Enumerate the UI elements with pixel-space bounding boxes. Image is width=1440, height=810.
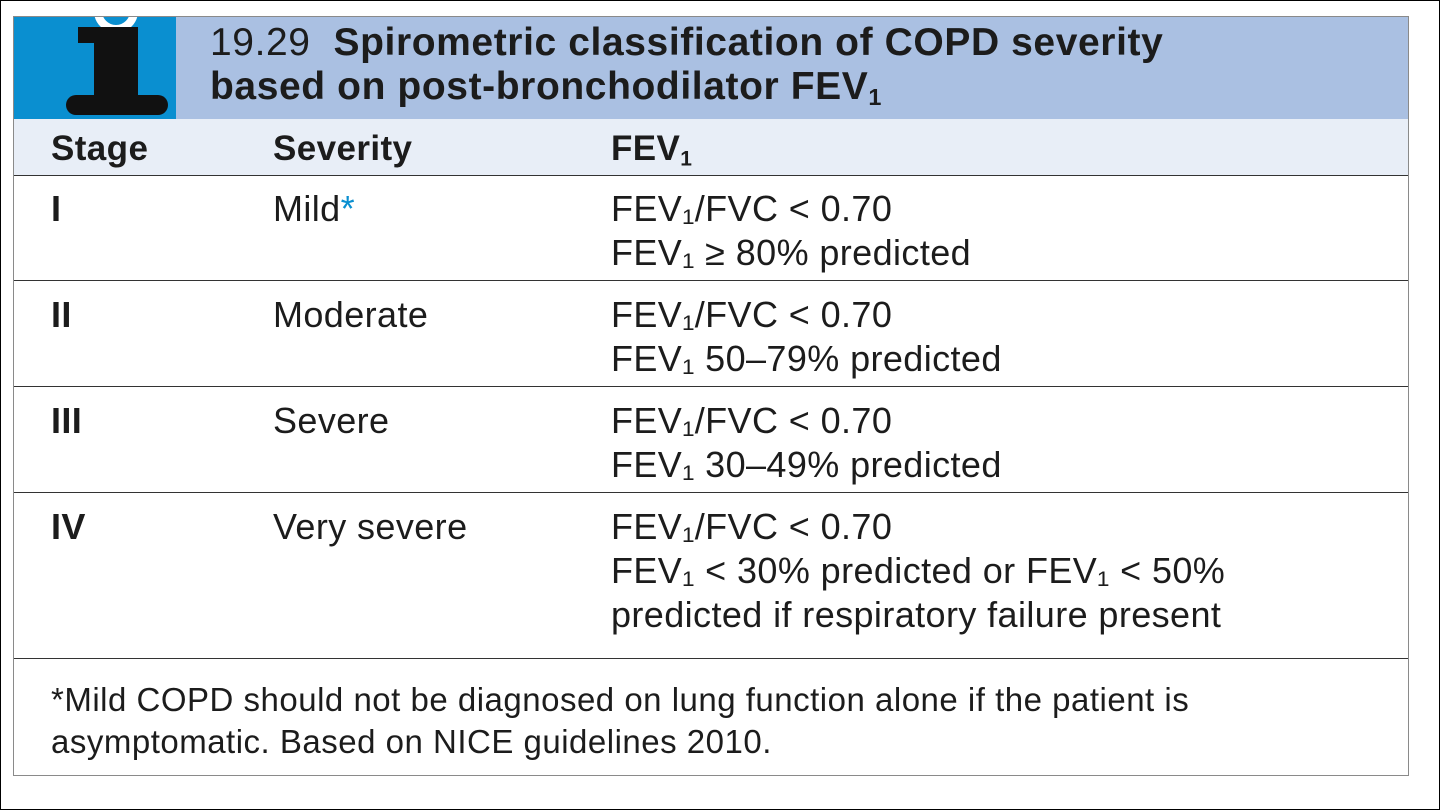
severity-cell: Moderate [273, 294, 429, 335]
footnote: *Mild COPD should not be diagnosed on lu… [51, 681, 1190, 760]
fev-cell: FEV₁/FVC < 0.70 FEV₁ ≥ 80% predicted [611, 188, 972, 273]
stage-cell: III [51, 400, 83, 441]
box-title: 19.29 Spirometric classification of COPD… [210, 21, 1390, 109]
title-line-1: Spirometric classification of COPD sever… [333, 21, 1164, 64]
box-number: 19.29 [210, 21, 311, 64]
title-line-2: based on post-bronchodilator FEV [210, 65, 869, 108]
fev-cell: FEV₁/FVC < 0.70 FEV₁ 50–79% predicted [611, 294, 1002, 379]
fev-cell: FEV₁/FVC < 0.70 FEV₁ < 30% predicted or … [611, 506, 1226, 635]
table-row: II Moderate FEV₁/FVC < 0.70 FEV₁ 50–79% … [14, 281, 1408, 387]
header-severity: Severity [273, 129, 413, 168]
table-row: I Mild* FEV₁/FVC < 0.70 FEV₁ ≥ 80% predi… [14, 175, 1408, 281]
stage-cell: II [51, 294, 72, 335]
asterisk-mark: * [340, 188, 356, 229]
header-fev: FEV1 [611, 129, 693, 171]
table-row: III Severe FEV₁/FVC < 0.70 FEV₁ 30–49% p… [14, 387, 1408, 493]
table-row: IV Very severe FEV₁/FVC < 0.70 FEV₁ < 30… [14, 493, 1408, 659]
severity-cell: Very severe [273, 506, 468, 547]
info-box: 19.29 Spirometric classification of COPD… [13, 16, 1409, 776]
title-bar: 19.29 Spirometric classification of COPD… [14, 17, 1408, 119]
stage-cell: I [51, 188, 62, 229]
stage-cell: IV [51, 506, 86, 547]
column-headers: Stage Severity FEV1 [14, 119, 1408, 176]
header-stage: Stage [51, 129, 149, 168]
title-subscript: 1 [868, 83, 882, 110]
info-icon [66, 17, 168, 115]
fev-cell: FEV₁/FVC < 0.70 FEV₁ 30–49% predicted [611, 400, 1002, 485]
info-tab [14, 17, 176, 119]
severity-cell: Severe [273, 400, 390, 441]
severity-cell: Mild* [273, 188, 356, 229]
